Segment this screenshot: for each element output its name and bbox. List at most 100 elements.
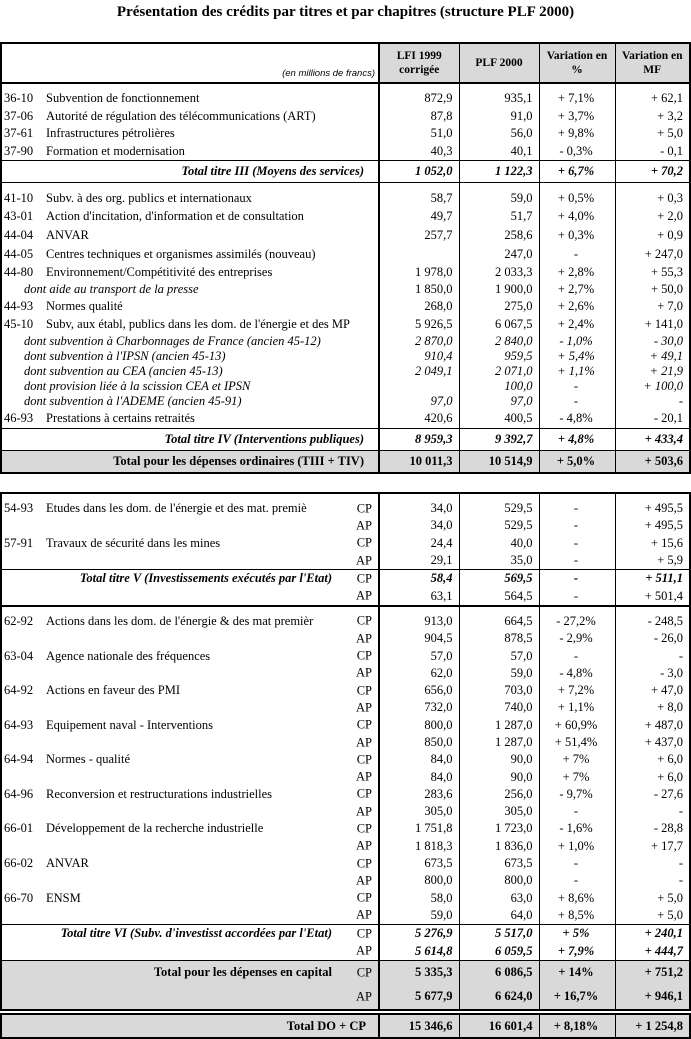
credit-type: AP — [356, 588, 372, 603]
row-label-cell: AP — [1, 942, 379, 961]
chapter-code: 54-93 — [4, 501, 34, 516]
row-label-cell: 63-04 Agence nationale des fréquences CP — [1, 647, 379, 664]
value-plf-2000: 9 392,7 — [458, 427, 539, 451]
row-label-cell: 57-91 Travaux de sécurité dans les mines C… — [1, 535, 379, 552]
row-label-cell: AP — [1, 630, 379, 647]
value-plf-2000: 1 287,0 — [458, 733, 539, 752]
value-variation-percent: - 4,8% — [538, 409, 615, 429]
row-label: ANVAR — [46, 227, 89, 242]
table-row: 66-02 ANVAR CP 673,5 673,5- - — [1, 854, 690, 873]
value-lfi-1999: 656,0 — [378, 681, 459, 700]
row-label: Action d'incitation, d'information et de… — [46, 209, 304, 224]
value-plf-2000: 1 122,3 — [458, 160, 539, 183]
credit-type: AP — [356, 518, 372, 533]
value-lfi-1999: 97,0 — [378, 394, 459, 410]
value-variation-mf: + 55,3 — [614, 263, 690, 282]
row-label: Autorité de régulation des télécommunica… — [46, 108, 316, 123]
credit-type: CP — [356, 683, 372, 698]
value-variation-mf: - — [614, 647, 690, 665]
grand-total-variation-mf: + 1 254,8 — [614, 1014, 690, 1038]
value-variation-mf: + 946,1 — [614, 984, 690, 1010]
row-label: Etudes dans les dom. de l'énergie et des… — [46, 501, 307, 516]
table-row: AP 5 677,9 6 624,0 + 16,7% + 946,1 — [1, 984, 690, 1010]
table-row: AP 800,0 800,0- - — [1, 872, 690, 890]
value-variation-percent: - 2,9% — [538, 630, 615, 648]
table-row: 37-61 Infrastructures pétrolières 51,0 56,0… — [1, 125, 690, 143]
value-variation-mf: + 70,2 — [614, 160, 690, 183]
row-label-cell: 62-92 Actions dans les dom. de l'énergie … — [1, 613, 379, 630]
value-lfi-1999: 84,0 — [378, 768, 459, 786]
chapter-code: 44-80 — [4, 265, 34, 280]
credit-type: CP — [356, 856, 372, 871]
value-variation-percent: - — [538, 244, 615, 264]
page-title: Présentation des crédits par titres et p… — [116, 4, 575, 20]
value-variation-mf: + 2,0 — [614, 207, 690, 227]
value-variation-mf: + 5,0 — [614, 906, 690, 926]
value-variation-percent: + 5,0% — [538, 450, 615, 474]
value-plf-2000: 564,5 — [458, 587, 539, 607]
grand-total-plf: 16 601,4 — [458, 1014, 539, 1038]
value-variation-percent: - 0,3% — [538, 142, 615, 161]
value-plf-2000: 569,5 — [458, 569, 539, 588]
value-variation-mf: + 495,5 — [614, 500, 690, 518]
value-variation-mf: + 49,1 — [614, 349, 690, 365]
value-lfi-1999: 62,0 — [378, 664, 459, 682]
value-variation-mf: + 501,4 — [614, 587, 690, 607]
value-plf-2000: 305,0 — [458, 803, 539, 821]
value-variation-mf: + 5,0 — [614, 889, 690, 907]
value-lfi-1999: 57,0 — [378, 647, 459, 665]
value-variation-mf: + 15,6 — [614, 534, 690, 552]
chapter-code: 66-02 — [4, 856, 34, 871]
value-variation-percent: - 4,8% — [538, 664, 615, 682]
value-plf-2000: 100,0 — [458, 379, 539, 395]
row-label: Total titre VI (Subv. d'investisst accor… — [60, 926, 332, 941]
row-label-cell: 37-61 Infrastructures pétrolières — [1, 125, 379, 143]
value-variation-percent: - 27,2% — [538, 612, 615, 631]
value-variation-mf: - 28,8 — [614, 820, 690, 838]
value-lfi-1999 — [378, 83, 459, 90]
value-lfi-1999: 5 276,9 — [378, 924, 459, 943]
table-row: 66-01 Développement de la recherche indus… — [1, 820, 690, 838]
value-plf-2000 — [458, 182, 539, 189]
table-row: AP 904,5 878,5- 2,9% - 26,0 — [1, 630, 690, 648]
value-lfi-1999 — [378, 605, 459, 613]
table-row: AP 34,0 529,5- + 495,5 — [1, 517, 690, 535]
credit-type: CP — [356, 648, 372, 663]
value-variation-percent: + 6,7% — [538, 160, 615, 183]
value-variation-percent — [538, 83, 615, 90]
value-plf-2000: 6 067,5 — [458, 315, 539, 335]
table-row: dont subvention à l'ADEME (ancien 45-91)… — [1, 394, 690, 410]
value-lfi-1999: 5 335,3 — [378, 960, 459, 985]
value-plf-2000: 40,1 — [458, 142, 539, 161]
value-plf-2000: 247,0 — [458, 244, 539, 264]
value-lfi-1999 — [378, 244, 459, 264]
value-variation-percent: + 7,1% — [538, 90, 615, 108]
value-plf-2000: 673,5 — [458, 854, 539, 873]
value-plf-2000: 529,5 — [458, 517, 539, 535]
value-plf-2000: 6 059,5 — [458, 942, 539, 961]
row-label: dont subvention à l'IPSN (ancien 45-13) — [24, 349, 226, 364]
value-lfi-1999: 1 751,8 — [378, 820, 459, 838]
value-plf-2000 — [458, 83, 539, 90]
value-plf-2000: 1 287,0 — [458, 716, 539, 734]
value-plf-2000: 1 723,0 — [458, 820, 539, 838]
value-variation-mf: + 8,0 — [614, 699, 690, 717]
value-variation-mf: + 100,0 — [614, 379, 690, 395]
credit-type: CP — [356, 926, 372, 941]
value-lfi-1999: 58,4 — [378, 569, 459, 588]
value-variation-mf — [614, 182, 690, 189]
value-variation-mf: - 20,1 — [614, 409, 690, 429]
table-row: dont aide au transport de la presse 1 850… — [1, 281, 690, 297]
row-label: Formation et modernisation — [46, 143, 185, 158]
value-variation-mf: + 247,0 — [614, 244, 690, 264]
table-row: AP 305,0 305,0- - — [1, 803, 690, 821]
chapter-code: 62-92 — [4, 613, 34, 628]
row-label: ANVAR — [46, 856, 89, 871]
value-variation-percent: + 8,5% — [538, 906, 615, 926]
value-variation-percent — [538, 605, 615, 613]
table-row: AP 84,0 90,0 + 7% + 6,0 — [1, 768, 690, 786]
value-plf-2000: 90,0 — [458, 751, 539, 769]
value-lfi-1999: 800,0 — [378, 872, 459, 890]
table-row: AP 62,0 59,0- 4,8% - 3,0 — [1, 664, 690, 682]
table-row: 36-10 Subvention de fonctionnement 872,9 93… — [1, 90, 690, 108]
